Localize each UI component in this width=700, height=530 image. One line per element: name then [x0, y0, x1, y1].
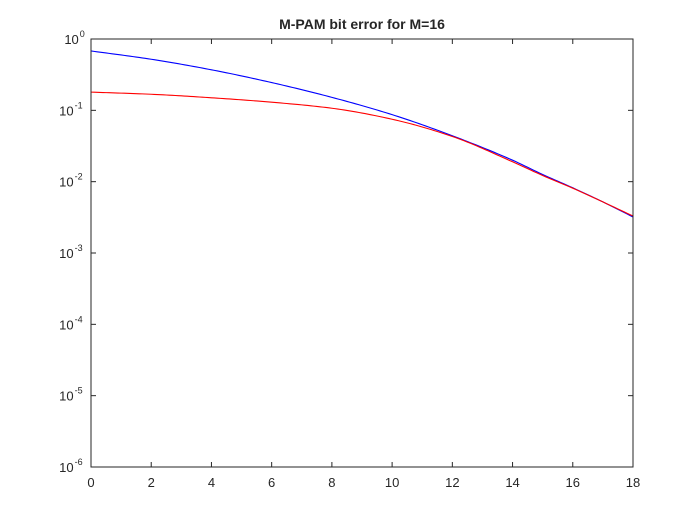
x-tick-label: 4	[208, 475, 215, 490]
x-tick-label: 12	[445, 475, 459, 490]
y-tick-base: 10	[59, 389, 73, 404]
x-tick-label: 6	[268, 475, 275, 490]
y-tick-base: 10	[64, 32, 78, 47]
x-tick-label: 14	[505, 475, 519, 490]
series-line-2	[90, 91, 634, 217]
y-tick-label: 10 -4	[59, 314, 82, 332]
x-tick-label: 0	[87, 475, 94, 490]
x-tick-label: 8	[328, 475, 335, 490]
y-tick-label: 10 -6	[59, 457, 82, 475]
y-tick-base: 10	[59, 317, 73, 332]
series-line-1	[90, 50, 634, 218]
y-tick-base: 10	[59, 175, 73, 190]
y-tick-exponent: -6	[75, 457, 83, 467]
axes-background	[91, 39, 633, 467]
y-tick-label: 10 0	[64, 29, 84, 47]
y-tick-exponent: -5	[75, 386, 83, 396]
chart-title: M-PAM bit error for M=16	[279, 16, 445, 32]
y-tick-base: 10	[59, 103, 73, 118]
axes-box	[90, 38, 634, 468]
y-tick-label: 10 -5	[59, 386, 82, 404]
y-tick-exponent: -3	[75, 243, 83, 253]
y-tick-exponent: -1	[75, 100, 83, 110]
y-tick-base: 10	[59, 460, 73, 475]
x-tick-label: 18	[626, 475, 640, 490]
y-tick-label: 10 -2	[59, 172, 82, 190]
y-tick-label: 10 -1	[59, 100, 82, 118]
y-tick-exponent: -4	[75, 314, 83, 324]
y-tick-base: 10	[59, 246, 73, 261]
y-tick-label: 10 -3	[59, 243, 82, 261]
series-layer	[90, 50, 634, 218]
y-tick-exponent: -2	[75, 172, 83, 182]
x-tick-label: 16	[566, 475, 580, 490]
y-tick-exponent: 0	[80, 29, 85, 39]
x-tick-label: 10	[385, 475, 399, 490]
x-tick-label: 2	[148, 475, 155, 490]
